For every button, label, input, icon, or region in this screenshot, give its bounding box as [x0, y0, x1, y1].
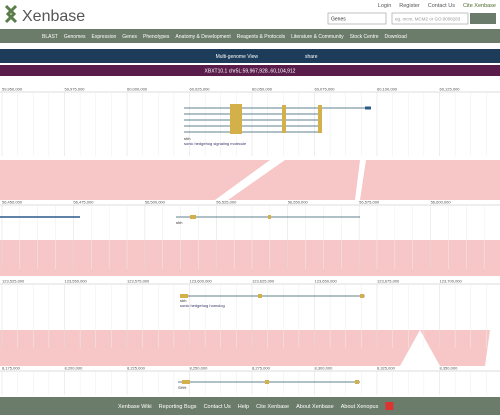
tick-label: 60,100,000 — [377, 87, 398, 92]
tick-label: 56,525,000 — [216, 200, 237, 205]
locus-bar — [0, 65, 500, 76]
footer-link[interactable]: Reporting Bugs — [159, 404, 197, 410]
tick-label: 56,575,000 — [359, 200, 380, 205]
tick-label: 123,700,000 — [440, 279, 463, 284]
header-link[interactable]: Register — [399, 3, 420, 9]
footer-link[interactable]: Cite Xenbase — [256, 404, 289, 410]
nav-item[interactable]: Phenotypes — [143, 34, 170, 40]
logo-icon — [4, 4, 18, 24]
synteny-band — [0, 330, 500, 366]
tick-label: 123,625,000 — [252, 279, 275, 284]
tick-label: 123,675,000 — [377, 279, 400, 284]
exon — [180, 294, 188, 298]
tick-label: 60,050,000 — [252, 87, 273, 92]
gene-models — [0, 104, 371, 384]
tick-label: 8,175,000 — [2, 366, 21, 371]
search-select[interactable] — [327, 12, 387, 25]
search-input[interactable] — [391, 12, 469, 25]
header-link[interactable]: Cite Xenbase — [463, 3, 496, 9]
nav-item[interactable]: Stock Centre — [350, 34, 379, 40]
synteny-gap — [355, 160, 366, 200]
exon — [258, 294, 262, 298]
tick-label: 60,025,000 — [190, 87, 211, 92]
exon — [355, 380, 359, 384]
synteny-gap — [400, 330, 440, 366]
footer-link[interactable]: Help — [238, 404, 249, 410]
nav-item[interactable]: Reagents & Protocols — [237, 34, 286, 40]
tick-label: 8,300,000 — [315, 366, 334, 371]
viewer-bar — [0, 49, 500, 63]
tick-label: 56,600,000 — [431, 200, 452, 205]
exon — [360, 294, 364, 298]
synteny-gap — [215, 160, 285, 200]
gene-symbol[interactable]: shh — [176, 220, 182, 225]
tick-label: 59,975,000 — [65, 87, 86, 92]
gene-name[interactable]: sonic hedgehog signaling molecule — [184, 141, 247, 146]
tick-label: 8,250,000 — [190, 366, 209, 371]
tick-label: 123,650,000 — [315, 279, 338, 284]
search-button[interactable] — [470, 13, 496, 24]
gene-symbol[interactable]: SHH — [178, 385, 187, 390]
footer-link[interactable]: Xenbase Wiki — [118, 404, 152, 410]
search-placeholder: eg. mcm, MCM2 or GO:0008283 — [395, 17, 461, 22]
exon — [282, 105, 286, 133]
exon — [230, 104, 242, 134]
nav-bar — [0, 29, 500, 43]
youtube-icon[interactable] — [385, 402, 394, 410]
header-link[interactable]: Login — [378, 3, 391, 9]
tick-label: 56,475,000 — [73, 200, 94, 205]
gene-symbol[interactable]: shh — [184, 136, 190, 141]
tick-label: 8,350,000 — [440, 366, 459, 371]
tick-label: 56,550,000 — [288, 200, 309, 205]
nav-item[interactable]: Literature & Community — [291, 34, 344, 40]
exon — [265, 380, 269, 384]
nav-item[interactable]: Anatomy & Development — [175, 34, 231, 40]
gene-name[interactable]: sonic hedgehog homolog — [180, 303, 225, 308]
footer-link[interactable]: Contact Us — [204, 404, 231, 410]
tick-label: 123,575,000 — [127, 279, 150, 284]
utr — [365, 106, 371, 110]
synteny-band — [0, 240, 500, 276]
nav-item[interactable]: Genomes — [64, 34, 86, 40]
synteny — [0, 160, 500, 366]
tick-label: 8,225,000 — [127, 366, 146, 371]
exon — [182, 380, 190, 384]
tick-label: 59,950,000 — [2, 87, 23, 92]
gene-symbol[interactable]: shh — [180, 298, 186, 303]
exon — [318, 105, 322, 133]
nav-item[interactable]: Expression — [92, 34, 117, 40]
tick-label: 60,125,000 — [440, 87, 461, 92]
exon — [190, 215, 196, 219]
tick-label: 8,325,000 — [377, 366, 396, 371]
tick-label: 8,275,000 — [252, 366, 271, 371]
nav-item[interactable]: Download — [385, 34, 407, 40]
exon — [268, 215, 271, 219]
tick-label: 123,600,000 — [190, 279, 213, 284]
locus: XBXT10.1 chr5L:59,967,928..60,104,912 — [205, 69, 296, 75]
tick-label: 56,500,000 — [145, 200, 166, 205]
viewer-title: Multi-genome View — [216, 54, 259, 60]
nav-item[interactable]: BLAST — [42, 34, 58, 40]
tick-label: 56,450,000 — [2, 200, 23, 205]
header-link[interactable]: Contact Us — [428, 3, 455, 9]
footer-link[interactable]: About Xenbase — [296, 404, 334, 410]
share[interactable]: share — [305, 54, 318, 60]
synteny-gap — [485, 330, 500, 366]
tick-label: 123,550,000 — [65, 279, 88, 284]
tick-label: 123,525,000 — [2, 279, 25, 284]
tick-label: 60,000,000 — [127, 87, 148, 92]
logo: Xenbase — [22, 8, 85, 25]
search-select-text[interactable]: Genes — [331, 17, 346, 23]
tick-label: 60,075,000 — [315, 87, 336, 92]
footer — [0, 397, 500, 415]
footer-link[interactable]: About Xenopus — [341, 404, 379, 410]
nav-item[interactable]: Genes — [122, 34, 137, 40]
tick-label: 8,200,000 — [65, 366, 84, 371]
